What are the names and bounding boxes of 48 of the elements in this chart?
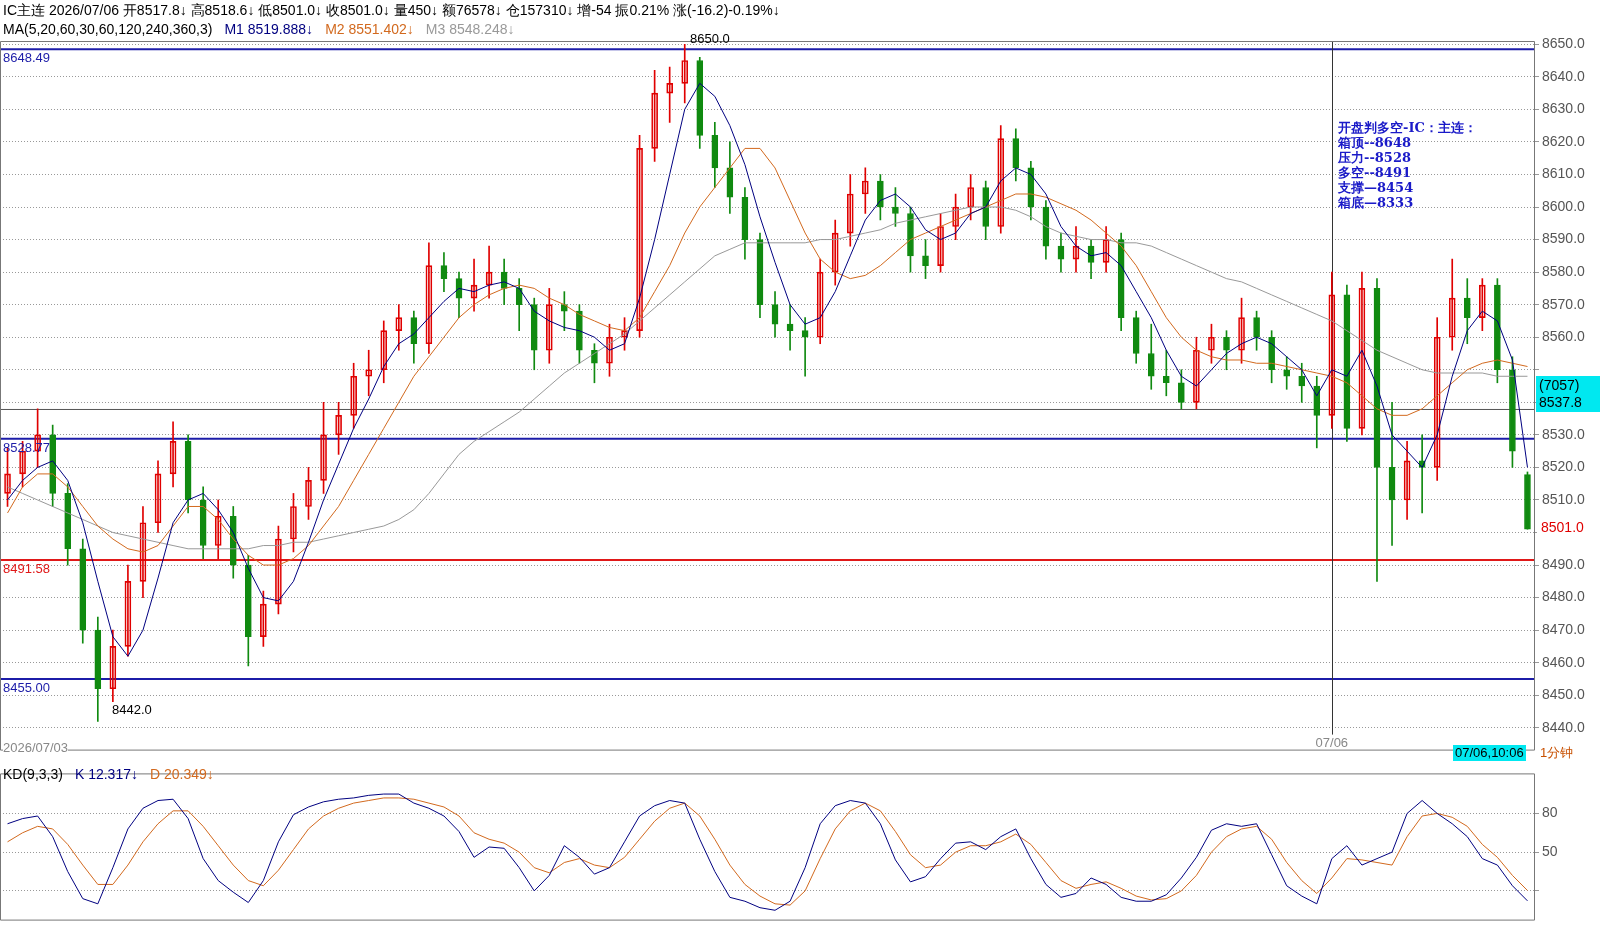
y-tick-label: 8650.0 xyxy=(1542,35,1586,52)
y-tick-label: 8620.0 xyxy=(1542,132,1586,149)
text: M2 8551.402↓ xyxy=(325,21,414,37)
y-tick-label: 8630.0 xyxy=(1542,100,1586,117)
y-tick-label: 8560.0 xyxy=(1542,328,1586,345)
chart-title: IC主连 2026/07/06 开8517.8↓ 高8518.6↓ 低8501.0↓ 收8501.0↓ 量450↓ 额76578↓ 仓157310↓ 增-54 振0.21% 涨(-16.2)-0.19%↓ xyxy=(3,2,780,18)
y-tick-label: 8640.0 xyxy=(1542,67,1586,84)
y-tick-label: 8520.0 xyxy=(1542,458,1586,475)
annotation: 8650.0 xyxy=(690,31,730,47)
y-tick-label: 80 xyxy=(1542,804,1558,821)
annotation: 箱顶--8648 xyxy=(1338,135,1411,150)
y-tick-label: 50 xyxy=(1542,843,1558,860)
text: M3 8548.248↓ xyxy=(425,21,515,37)
y-tick-label: 8590.0 xyxy=(1542,230,1586,247)
text: 1分钟 xyxy=(1540,745,1574,761)
y-tick-label: 8440.0 xyxy=(1542,718,1586,735)
annotation: 2026/07/03 xyxy=(3,740,69,755)
y-tick-label: 8470.0 xyxy=(1542,621,1586,638)
y-tick-label: 8530.0 xyxy=(1542,425,1586,442)
annotation: 箱底—8333 xyxy=(1338,195,1414,210)
text: 8501.0 xyxy=(1537,519,1588,535)
annotation: 开盘判多空-IC：主连： xyxy=(1338,120,1477,135)
y-tick-label: 8450.0 xyxy=(1542,686,1586,703)
annotation: 多空--8491 xyxy=(1338,165,1411,180)
text: D 20.349↓ xyxy=(149,766,214,782)
candlestick xyxy=(801,317,809,377)
y-tick-label: 8490.0 xyxy=(1542,555,1586,572)
y-tick-label: 8580.0 xyxy=(1542,262,1586,279)
annotation: 压力--8528 xyxy=(1338,150,1411,165)
candlestick xyxy=(1162,349,1170,397)
text: M1 8519.888↓ xyxy=(224,21,314,37)
annotation: 8442.0 xyxy=(112,702,152,718)
y-tick-label: 8570.0 xyxy=(1542,295,1586,312)
x-tick-label: 07/06 xyxy=(1315,734,1349,750)
chart-title: KD(9,3,3) xyxy=(3,766,63,782)
annotation: 支撑—8454 xyxy=(1338,180,1414,195)
y-tick-label: 8510.0 xyxy=(1542,490,1586,507)
y-tick-label: 8610.0 xyxy=(1542,165,1586,182)
chart-subtitle: MA(5,20,60,30,60,120,240,360,3) xyxy=(3,21,213,37)
series-label: K 12.317↓ xyxy=(74,766,138,782)
ref-line-label: 8455.00 xyxy=(3,680,50,696)
y-tick-label: 8460.0 xyxy=(1542,653,1586,670)
ref-line-label: 8491.58 xyxy=(3,561,50,576)
annotation: 07/06,10:06 xyxy=(1453,745,1526,761)
y-tick-label: 8480.0 xyxy=(1542,588,1586,605)
ref-line-label: 8648.49 xyxy=(3,50,50,66)
y-tick-label: 8600.0 xyxy=(1542,197,1586,214)
text: (7057) 8537.8 xyxy=(1536,376,1600,412)
